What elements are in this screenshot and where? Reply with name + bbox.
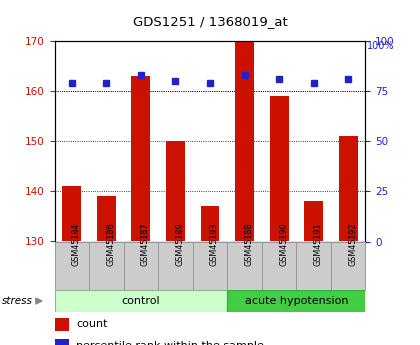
Text: count: count: [76, 319, 108, 329]
Bar: [200, 206, 220, 242]
Text: GSM45190: GSM45190: [279, 222, 288, 266]
Bar: [235, 41, 254, 242]
Text: GSM45191: GSM45191: [314, 222, 323, 266]
Bar: [304, 201, 323, 242]
Bar: [166, 141, 185, 242]
Text: GSM45193: GSM45193: [210, 222, 219, 266]
FancyBboxPatch shape: [158, 241, 193, 290]
Text: stress: stress: [2, 296, 33, 306]
Bar: [97, 196, 116, 241]
Bar: [270, 96, 289, 242]
FancyBboxPatch shape: [193, 241, 227, 290]
Text: GSM45188: GSM45188: [244, 222, 254, 266]
FancyBboxPatch shape: [55, 290, 227, 312]
FancyBboxPatch shape: [89, 241, 123, 290]
Text: GSM45184: GSM45184: [72, 222, 81, 266]
Text: GSM45186: GSM45186: [106, 222, 116, 266]
Text: control: control: [122, 296, 160, 306]
FancyBboxPatch shape: [227, 290, 365, 312]
Bar: [55, 339, 68, 345]
FancyBboxPatch shape: [55, 241, 89, 290]
Bar: [55, 318, 68, 331]
Text: acute hypotension: acute hypotension: [244, 296, 348, 306]
Bar: [131, 76, 150, 242]
Text: GSM45192: GSM45192: [348, 222, 357, 266]
Text: 100%: 100%: [367, 41, 395, 51]
Text: percentile rank within the sample: percentile rank within the sample: [76, 341, 264, 345]
FancyBboxPatch shape: [331, 241, 365, 290]
Bar: [339, 136, 357, 242]
FancyBboxPatch shape: [262, 241, 297, 290]
Text: GSM45187: GSM45187: [141, 222, 150, 266]
FancyBboxPatch shape: [297, 241, 331, 290]
Text: GSM45189: GSM45189: [176, 222, 184, 266]
FancyBboxPatch shape: [123, 241, 158, 290]
Bar: [63, 186, 81, 242]
Text: GDS1251 / 1368019_at: GDS1251 / 1368019_at: [133, 16, 287, 29]
FancyBboxPatch shape: [227, 241, 262, 290]
